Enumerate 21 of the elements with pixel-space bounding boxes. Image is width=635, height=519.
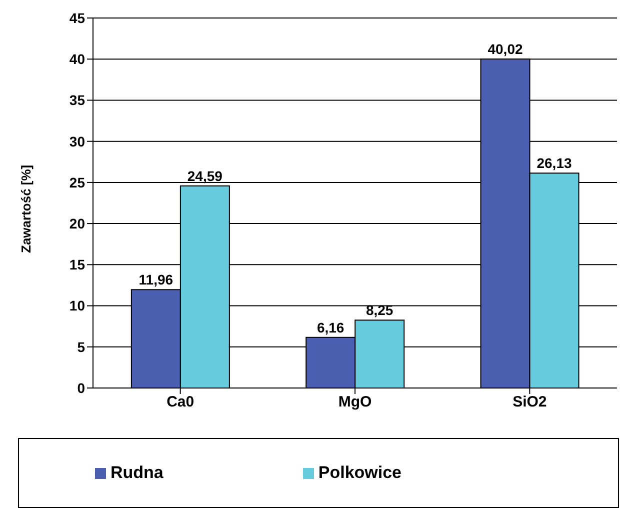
legend-label: Polkowice (318, 463, 402, 482)
y-tick-label: 20 (69, 216, 86, 232)
x-tick-label: Ca0 (166, 394, 194, 411)
y-tick-label: 5 (77, 338, 86, 355)
data-label: 40,02 (488, 40, 523, 57)
y-tick-label: 0 (77, 380, 86, 396)
data-label: 6,16 (316, 319, 344, 336)
y-tick-label: 25 (69, 174, 86, 190)
y-axis-title: Zawartość [%] (18, 164, 34, 253)
data-label: 11,96 (138, 272, 174, 288)
y-tick-label: 10 (69, 298, 86, 314)
y-tick-label: 30 (69, 133, 86, 150)
legend-label: Rudna (110, 463, 164, 482)
y-tick-label: 45 (69, 10, 86, 26)
x-tick-label: MgO (338, 394, 372, 411)
data-label: 24,59 (187, 168, 223, 184)
x-tick-label: SiO2 (512, 394, 547, 411)
y-tick-label: 35 (69, 92, 86, 108)
data-label: 26,13 (536, 155, 572, 172)
y-tick-label: 15 (69, 256, 86, 273)
y-tick-label: 40 (69, 51, 86, 68)
